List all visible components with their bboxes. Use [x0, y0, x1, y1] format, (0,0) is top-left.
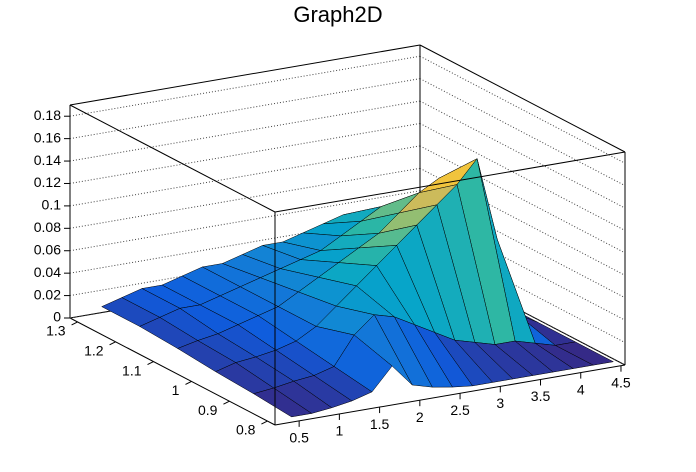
grid-line — [69, 167, 421, 229]
chart-title: Graph2D — [293, 2, 382, 27]
grid-line — [419, 78, 626, 187]
z-tick-label: 0.04 — [34, 264, 61, 280]
y-tick — [71, 321, 78, 326]
box-edge — [69, 317, 276, 426]
box-edge — [69, 104, 276, 213]
grid-line — [419, 190, 626, 299]
grid-line — [69, 122, 421, 184]
z-tick-label: 0.16 — [34, 129, 61, 145]
y-tick — [223, 400, 230, 405]
grid-line — [419, 167, 626, 276]
x-tick-label: 4 — [577, 381, 585, 397]
y-tick-label: 1.3 — [46, 323, 66, 339]
x-tick-label: 2 — [416, 409, 424, 425]
grid-line — [419, 55, 626, 164]
y-tick-label: 1.1 — [122, 362, 142, 378]
z-tick-label: 0.14 — [34, 152, 61, 168]
y-tick — [185, 380, 192, 385]
z-tick-label: 0.1 — [42, 197, 62, 213]
y-tick-label: 1.2 — [84, 342, 104, 358]
x-tick-label: 1 — [335, 423, 343, 439]
x-tick-label: 4.5 — [611, 374, 631, 390]
z-tick-label: 0.06 — [34, 241, 61, 257]
z-tick-label: 0.02 — [34, 286, 61, 302]
grid-line — [419, 145, 626, 254]
x-tick-label: 2.5 — [450, 402, 470, 418]
box-edge — [274, 151, 626, 213]
grid-line — [69, 212, 421, 274]
surface-cell — [252, 387, 313, 418]
x-tick-label: 3 — [496, 395, 504, 411]
y-tick — [109, 341, 116, 346]
grid-line — [69, 190, 421, 252]
grid-line — [419, 235, 626, 344]
box-edge — [419, 44, 626, 153]
z-tick-label: 0.18 — [34, 107, 61, 123]
z-tick-label: 0.08 — [34, 219, 61, 235]
grid-line — [69, 100, 421, 162]
y-tick — [261, 420, 268, 425]
y-tick-label: 1 — [172, 382, 180, 398]
y-tick — [147, 361, 154, 366]
y-tick-label: 0.8 — [236, 422, 256, 438]
z-tick-label: 0.12 — [34, 174, 61, 190]
grid-line — [419, 123, 626, 231]
grid-line — [419, 212, 626, 321]
grid-line — [69, 78, 421, 140]
box-edge — [274, 364, 626, 426]
x-tick-label: 0.5 — [289, 430, 309, 446]
x-tick-label: 1.5 — [370, 416, 390, 432]
box-edge — [69, 44, 421, 106]
y-tick-label: 0.9 — [198, 402, 218, 418]
grid-line — [69, 145, 421, 207]
grid-line — [419, 257, 626, 366]
z-tick-label: 0 — [53, 309, 61, 325]
x-tick-label: 3.5 — [531, 388, 551, 404]
grid-line — [69, 55, 421, 117]
grid-line — [419, 100, 626, 209]
